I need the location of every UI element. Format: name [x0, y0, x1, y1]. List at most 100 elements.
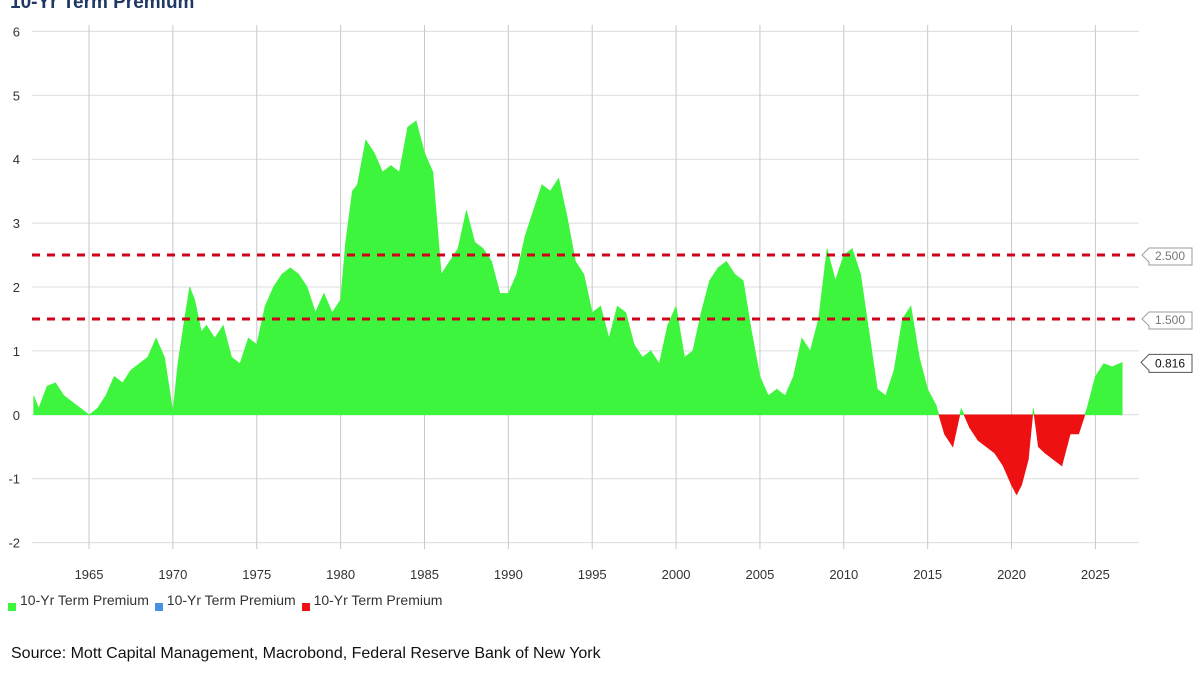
x-tick-label: 1990: [494, 567, 523, 582]
area-segment-positive: [793, 338, 803, 416]
legend-swatch-red: [301, 603, 310, 611]
area-segment-positive: [776, 388, 786, 416]
area-segment-positive: [818, 248, 828, 416]
area-segment-negative: [963, 414, 970, 428]
last-value-label: 0.816: [1155, 356, 1185, 370]
area-segment-positive: [466, 210, 476, 416]
area-segment-positive: [684, 350, 694, 416]
area-segment-positive: [273, 273, 283, 416]
area-segment-negative: [1011, 414, 1017, 495]
area-segment-positive: [315, 293, 325, 416]
y-tick-label: 5: [13, 88, 20, 103]
area-segment-positive: [206, 324, 216, 416]
area-segment-positive: [248, 337, 258, 416]
area-segment-negative: [1069, 414, 1079, 435]
area-segment-positive: [382, 164, 392, 416]
area-segment-positive: [499, 293, 509, 416]
area-segment-positive: [549, 177, 559, 416]
area-segment-positive: [893, 318, 903, 416]
area-segment-positive: [239, 338, 249, 416]
reference-label: 1.500: [1155, 313, 1185, 327]
area-segment-positive: [306, 286, 316, 416]
area-segment-positive: [172, 363, 179, 416]
area-segment-positive: [675, 306, 685, 416]
area-segment-positive: [508, 274, 518, 416]
area-segment-positive: [373, 152, 383, 416]
area-segment-positive: [222, 325, 232, 416]
area-segment-positive: [345, 191, 353, 416]
area-segment-positive: [424, 152, 434, 416]
area-segment-positive: [927, 389, 937, 416]
area-segment-positive: [826, 248, 836, 416]
area-segment-positive: [667, 306, 677, 416]
area-segment-positive: [659, 325, 668, 416]
area-segment-positive: [575, 260, 585, 416]
area-segment-positive: [365, 139, 375, 416]
area-segment-positive: [1095, 362, 1105, 416]
area-segment-positive: [256, 306, 266, 416]
area-segment-negative: [1038, 414, 1046, 454]
area-segment-positive: [868, 331, 878, 416]
area-segment-positive: [139, 356, 149, 416]
x-tick-label: 1980: [326, 567, 355, 582]
x-tick-label: 1995: [578, 567, 607, 582]
area-segment-positive: [457, 210, 467, 416]
x-tick-label: 2000: [662, 567, 691, 582]
area-segment-positive: [809, 318, 819, 416]
area-segment-positive: [201, 324, 207, 416]
area-segment-positive: [147, 338, 157, 416]
area-segment-positive: [33, 395, 40, 416]
x-tick-label: 2025: [1081, 567, 1110, 582]
source-note: Source: Mott Capital Management, Macrobo…: [11, 645, 601, 662]
area-segment-negative: [944, 414, 954, 448]
area-segment-positive: [474, 241, 484, 416]
legend: 10-Yr Term Premium 10-Yr Term Premium 10…: [8, 592, 444, 611]
legend-item-blue: 10-Yr Term Premium: [154, 592, 296, 611]
area-segment-positive: [290, 267, 299, 416]
area-segment-positive: [88, 407, 98, 416]
area-segment-positive: [877, 388, 887, 416]
area-segment-positive: [784, 376, 794, 416]
area-segment-positive: [1103, 363, 1113, 416]
y-tick-label: -2: [8, 536, 20, 551]
area-segment-positive: [533, 184, 543, 416]
value-labels: 2.500 1.500 0.816: [1140, 247, 1193, 373]
area-segment-negative: [952, 414, 961, 447]
area-segment-positive: [231, 356, 241, 416]
area-segment-positive: [340, 242, 346, 416]
area-segment-negative: [969, 414, 979, 442]
x-tick-label: 2020: [997, 567, 1026, 582]
area-segment-positive: [113, 375, 123, 416]
area-segment-positive: [97, 394, 107, 416]
legend-item-red: 10-Yr Term Premium: [301, 592, 443, 611]
area-segment-positive: [801, 337, 811, 416]
area-segment-positive: [46, 382, 56, 416]
area-segment-negative: [1053, 414, 1063, 467]
area-segment-positive: [1033, 408, 1035, 416]
legend-label: 10-Yr Term Premium: [313, 592, 443, 608]
area-segment-positive: [709, 266, 719, 416]
reference-label-box: [1141, 247, 1193, 266]
area-segment-positive: [264, 286, 274, 416]
area-segment-negative: [986, 414, 996, 454]
area-segment-positive: [482, 247, 492, 416]
area-segment-positive: [541, 184, 551, 416]
area-segment-positive: [591, 305, 601, 416]
area-segment-positive: [105, 376, 115, 416]
area-segment-positive: [1084, 408, 1088, 416]
area-segment-positive: [918, 357, 928, 416]
area-segment-positive: [608, 306, 618, 416]
area-segment-negative: [994, 414, 1004, 467]
y-tick-label: 2: [13, 280, 20, 295]
area-segment-positive: [432, 171, 442, 416]
area-segment-positive: [491, 261, 501, 416]
area-segment-positive: [633, 343, 643, 416]
area-segment-positive: [184, 286, 190, 416]
area-segment-positive: [390, 164, 400, 416]
area-segment-positive: [1086, 376, 1096, 416]
area-layer: [33, 120, 1123, 495]
x-tick-label: 1985: [410, 567, 439, 582]
area-segment-positive: [38, 385, 48, 416]
area-segment-positive: [130, 363, 140, 416]
x-tick-label: 1965: [75, 567, 104, 582]
